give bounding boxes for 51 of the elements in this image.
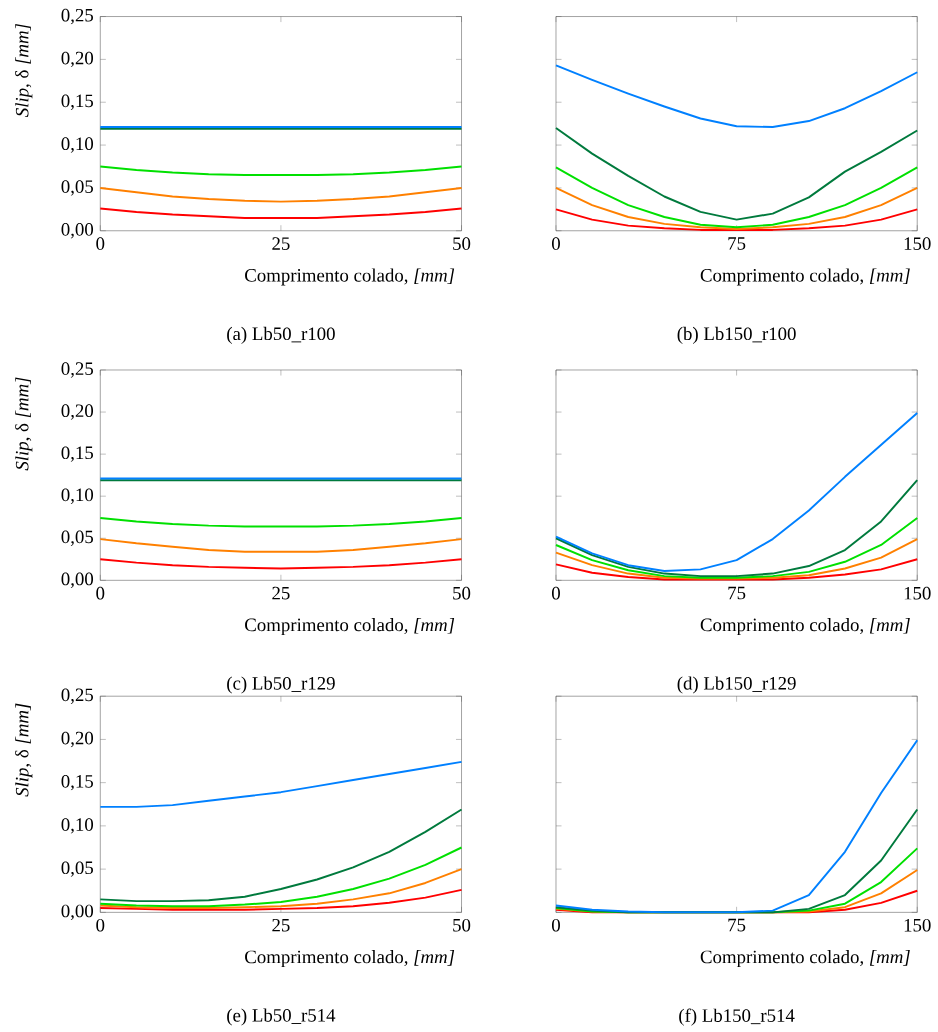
x-tick-label: 0: [96, 237, 105, 250]
y-tick-label: 0,00: [61, 223, 94, 239]
y-tick-label: 0,25: [61, 362, 94, 378]
x-tick-label: 0: [552, 586, 561, 600]
y-tick-label: 0,05: [61, 530, 94, 546]
x-axis-title: Comprimento colado, [mm]: [245, 268, 455, 286]
x-axis-title: Comprimento colado, [mm]: [700, 950, 911, 968]
x-tick-label: 0: [552, 918, 561, 932]
text: (f) Lb150_r514: [679, 1008, 795, 1026]
x-tick-label: 75: [728, 918, 746, 932]
x-tick-label: 50: [453, 918, 471, 932]
y-tick-label: 0,15: [61, 446, 94, 462]
y-tick-label: 0,25: [61, 688, 94, 704]
x-tick-label: 25: [272, 586, 290, 600]
y-tick-label: 0,15: [61, 774, 94, 791]
x-tick-label: 150: [904, 586, 931, 600]
text: (a) Lb50_r100: [227, 326, 336, 344]
x-axis-title: Comprimento colado, [mm]: [245, 618, 455, 636]
text: (c) Lb50_r129: [227, 676, 335, 694]
x-tick-label: 75: [728, 586, 746, 600]
y-tick-label: 0,20: [61, 51, 94, 68]
y-tick-label: 0,20: [61, 731, 94, 748]
x-tick-label: 75: [728, 237, 746, 250]
x-axis-title: Comprimento colado, [mm]: [700, 268, 911, 286]
y-axis-title: Slip, δ [mm]: [15, 703, 33, 797]
y-tick-label: 0,10: [61, 818, 94, 834]
x-tick-label: 25: [272, 237, 290, 250]
y-tick-label: 0,25: [61, 8, 94, 25]
x-tick-label: 0: [552, 237, 561, 250]
x-tick-label: 150: [904, 237, 931, 250]
text: (e) Lb50_r514: [227, 1008, 336, 1026]
y-tick-label: 0,15: [61, 94, 94, 110]
x-axis-title: Comprimento colado, [mm]: [245, 950, 455, 968]
y-axis-title: Slip, δ [mm]: [15, 377, 33, 471]
x-tick-label: 0: [96, 918, 105, 932]
x-axis-title: Comprimento colado, [mm]: [700, 618, 911, 636]
x-tick-label: 25: [272, 918, 290, 932]
x-tick-label: 50: [453, 237, 471, 250]
y-tick-label: 0,05: [61, 861, 94, 877]
x-tick-label: 0: [96, 586, 105, 600]
text: (b) Lb150_r100: [677, 326, 796, 344]
y-tick-label: 0,10: [61, 137, 94, 153]
y-axis-title: Slip, δ [mm]: [15, 23, 33, 117]
y-tick-label: 0,00: [61, 572, 94, 589]
x-tick-label: 50: [453, 586, 471, 600]
y-tick-label: 0,10: [61, 488, 94, 504]
x-tick-label: 150: [904, 918, 931, 932]
y-tick-label: 0,00: [61, 904, 94, 921]
text: (d) Lb150_r129: [677, 676, 796, 694]
y-tick-label: 0,05: [61, 180, 94, 196]
y-tick-label: 0,20: [61, 404, 94, 420]
